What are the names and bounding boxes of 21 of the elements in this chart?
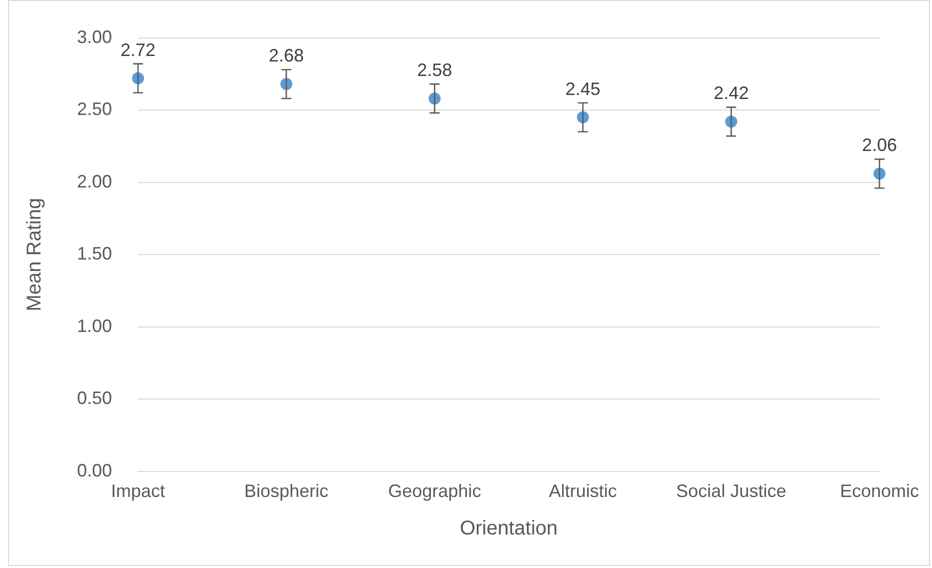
data-label: 2.68 xyxy=(268,46,304,66)
x-tick-label: Economic xyxy=(840,481,919,502)
data-label: 2.42 xyxy=(714,83,749,104)
data-label: 2.45 xyxy=(565,78,600,99)
y-tick-label: 3.00 xyxy=(76,26,112,47)
y-axis-title: Mean Rating xyxy=(24,198,46,312)
data-label: 2.72 xyxy=(120,40,156,60)
x-axis-title: Orientation xyxy=(460,518,558,540)
y-tick-label: 1.00 xyxy=(76,316,112,336)
data-label: 2.58 xyxy=(417,60,452,80)
y-tick-label: 2.00 xyxy=(76,171,112,192)
data-label: 2.06 xyxy=(862,135,898,156)
x-tick-label: Social Justice xyxy=(676,481,786,502)
y-tick-label: 2.50 xyxy=(76,99,112,120)
x-tick-label: Geographic xyxy=(388,481,482,502)
x-tick-label: Impact xyxy=(111,481,166,502)
x-tick-label: Biospheric xyxy=(244,481,328,502)
x-tick-label: Altruistic xyxy=(548,481,617,502)
y-tick-label: 0.00 xyxy=(76,460,112,480)
y-tick-label: 1.50 xyxy=(76,244,112,264)
y-tick-label: 0.50 xyxy=(76,388,112,408)
